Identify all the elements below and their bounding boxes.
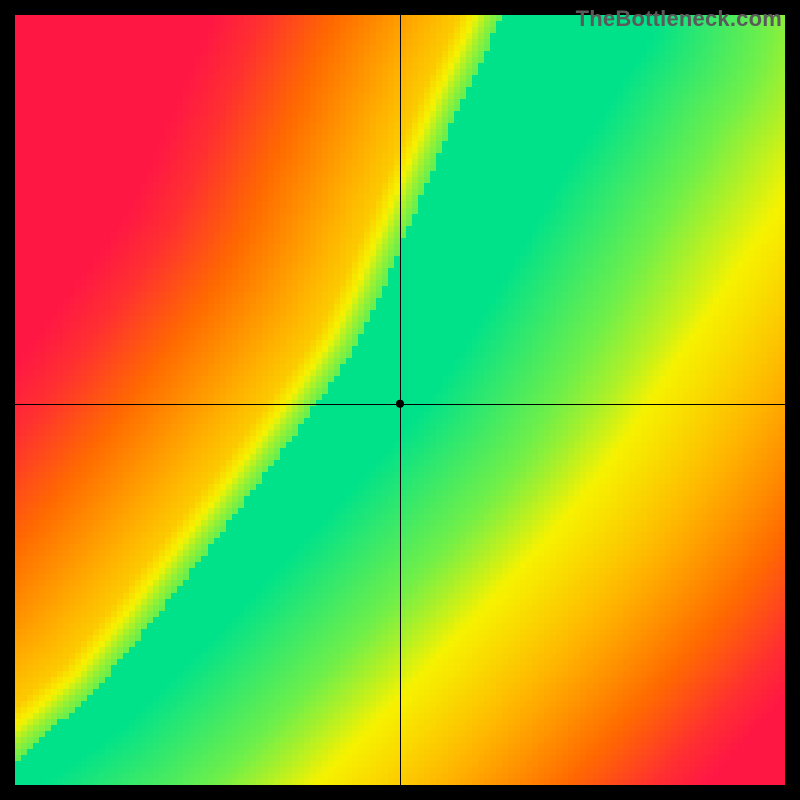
watermark-text: TheBottleneck.com <box>576 6 782 32</box>
bottleneck-heatmap <box>0 0 800 800</box>
